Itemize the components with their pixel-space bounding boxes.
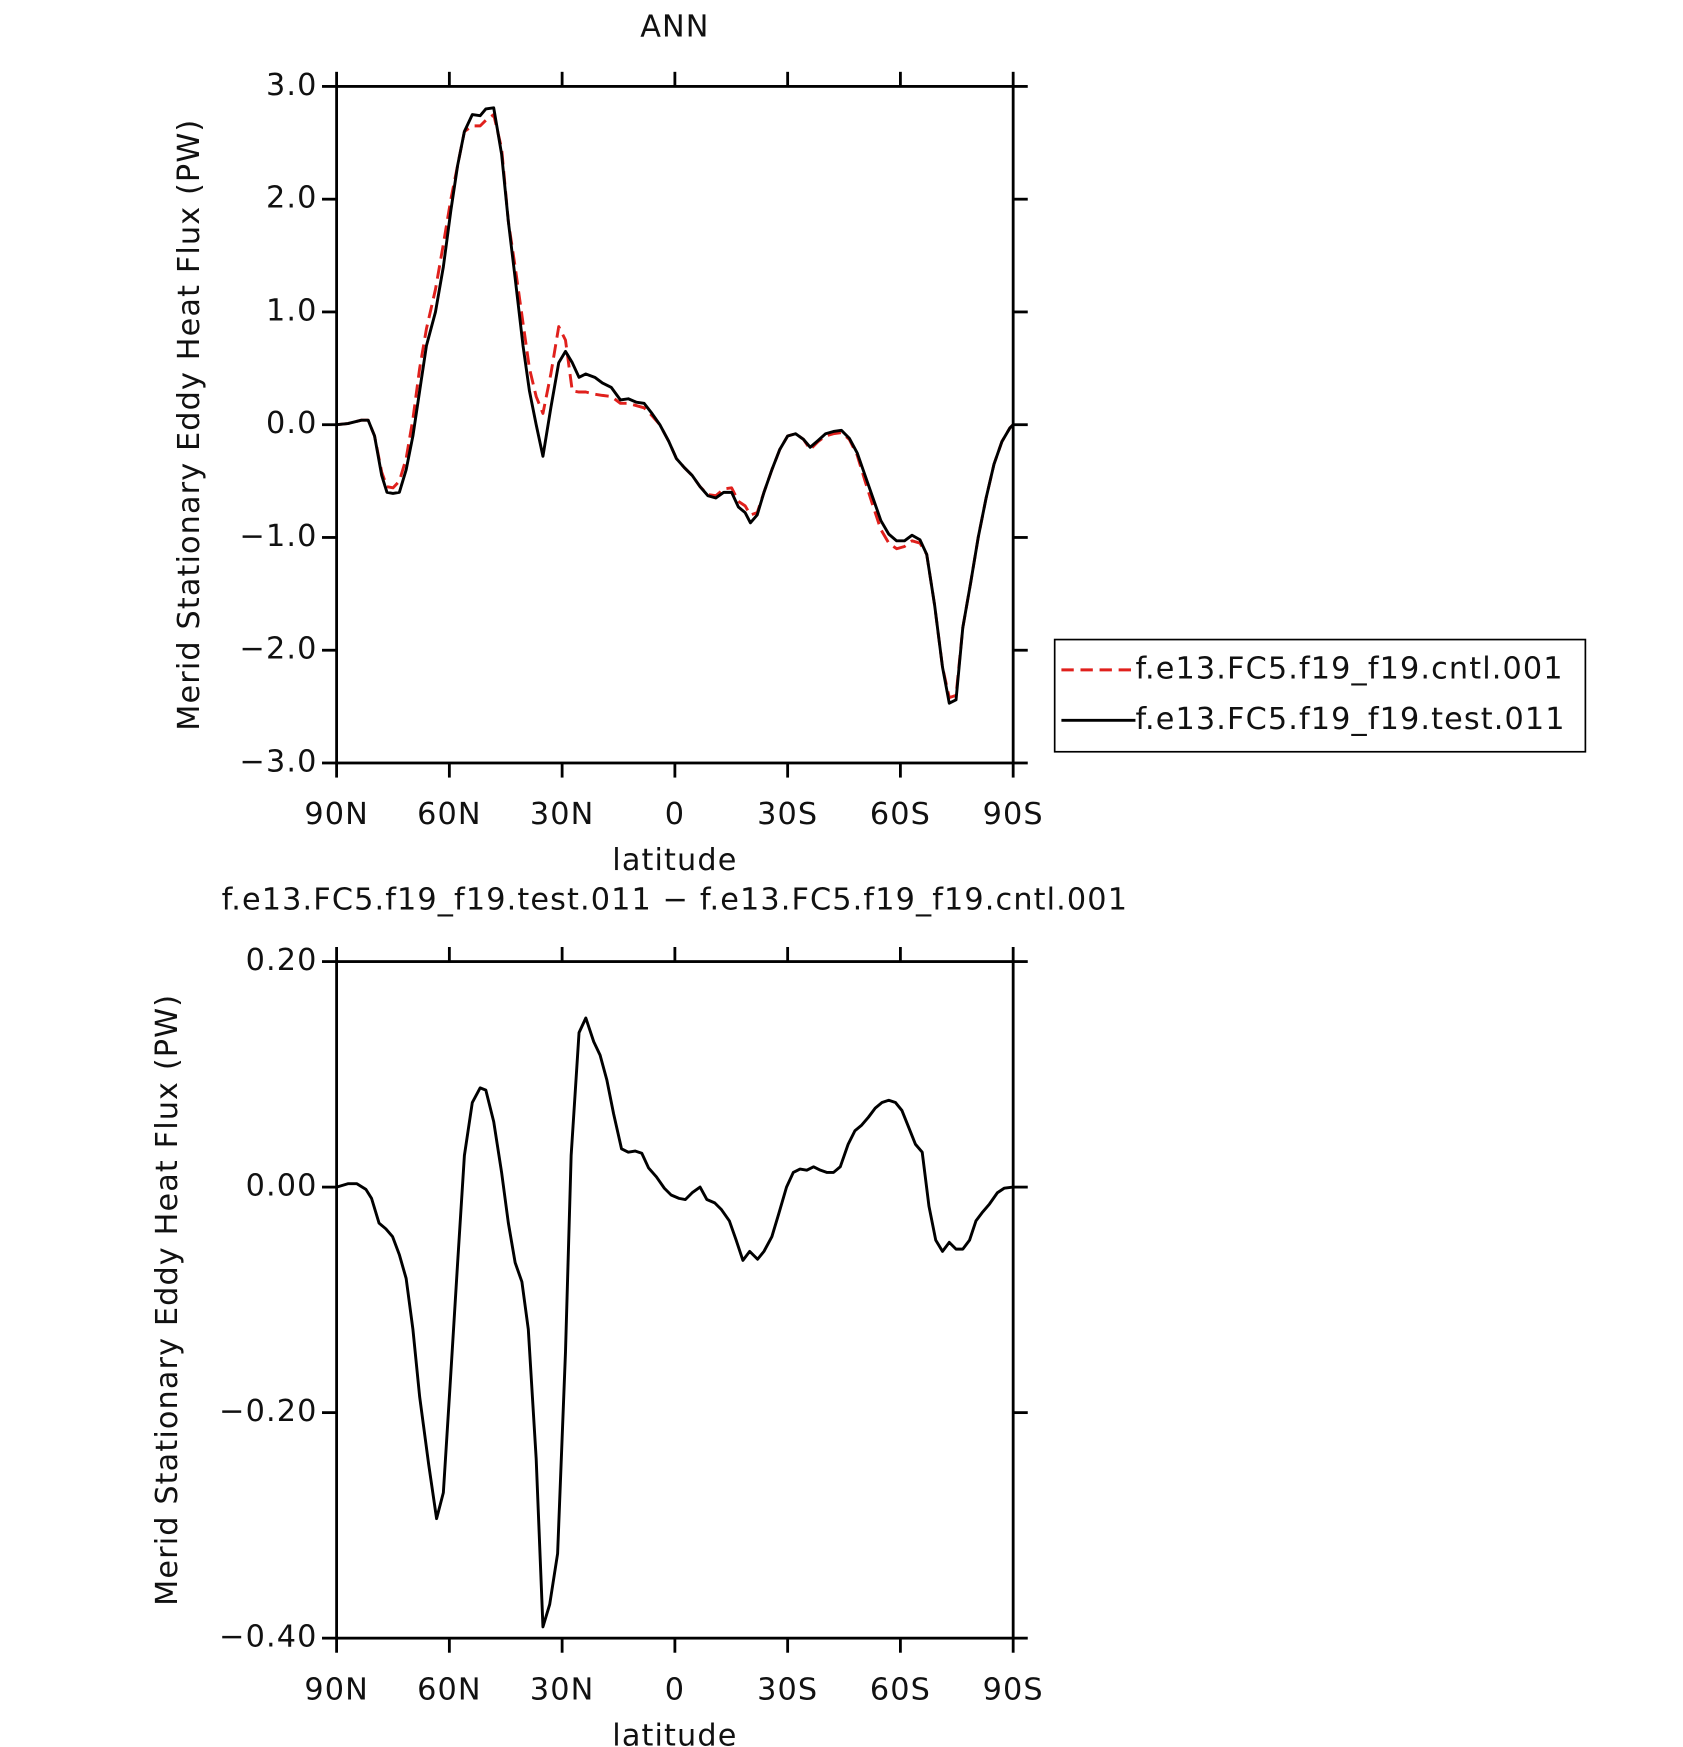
x-tick-label: 60S (870, 797, 931, 832)
x-tick-label: 90N (304, 797, 369, 832)
x-tick-label: 90S (983, 1672, 1044, 1707)
y-tick-label: 0.20 (246, 943, 318, 978)
y-axis-label: Merid Stationary Eddy Heat Flux (PW) (172, 119, 207, 731)
y-tick-label: 0.0 (266, 406, 318, 441)
legend-label: f.e13.FC5.f19_f19.cntl.001 (1135, 651, 1563, 686)
y-tick-label: −2.0 (239, 632, 317, 667)
x-tick-label: 0 (665, 797, 685, 832)
y-tick-label: −0.20 (219, 1394, 317, 1429)
chart-title: f.e13.FC5.f19_f19.test.011 − f.e13.FC5.f… (222, 882, 1128, 917)
y-tick-label: 3.0 (266, 68, 318, 103)
x-axis-label: latitude (612, 1718, 737, 1747)
y-tick-label: 1.0 (266, 293, 318, 328)
legend-box (1053, 638, 1587, 753)
x-tick-label: 30N (530, 1672, 595, 1707)
x-tick-label: 60S (870, 1672, 931, 1707)
x-tick-label: 0 (665, 1672, 685, 1707)
legend-label: f.e13.FC5.f19_f19.test.011 (1135, 702, 1565, 737)
data-line (336, 113, 1015, 700)
x-tick-label: 30N (530, 797, 595, 832)
plot-frame (335, 85, 1015, 765)
x-tick-label: 60N (417, 1672, 482, 1707)
y-tick-label: −1.0 (239, 519, 317, 554)
x-tick-label: 90S (983, 797, 1044, 832)
y-tick-label: −3.0 (239, 744, 317, 779)
data-line (336, 106, 1015, 705)
x-axis-label: latitude (612, 843, 737, 878)
chart-title: ANN (640, 10, 709, 45)
x-tick-label: 30S (757, 1672, 818, 1707)
y-tick-label: −0.40 (219, 1620, 317, 1655)
x-tick-label: 90N (304, 1672, 369, 1707)
plot-frame (335, 960, 1015, 1640)
y-tick-label: 2.0 (266, 181, 318, 216)
y-tick-label: 0.00 (246, 1169, 318, 1204)
data-line (336, 1016, 1014, 1629)
x-tick-label: 30S (757, 797, 818, 832)
y-axis-label: Merid Stationary Eddy Heat Flux (PW) (150, 994, 185, 1606)
x-tick-label: 60N (417, 797, 482, 832)
